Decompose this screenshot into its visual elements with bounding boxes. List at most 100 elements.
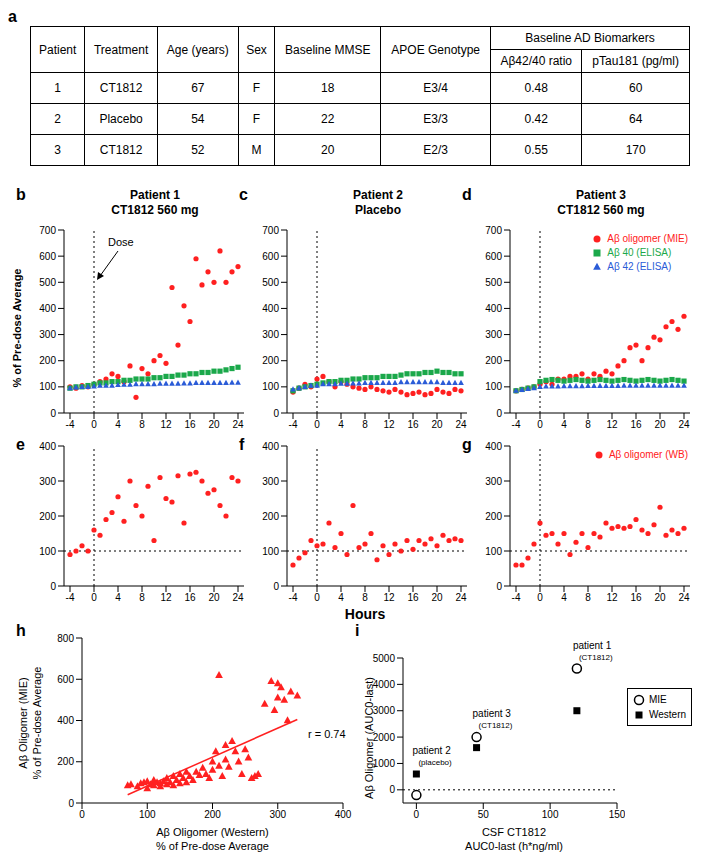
svg-text:0: 0 [91,419,97,430]
svg-text:patient 3: patient 3 [473,708,512,719]
svg-text:600: 600 [57,674,74,685]
svg-text:8: 8 [362,592,368,603]
svg-text:300: 300 [262,329,279,340]
svg-text:4: 4 [561,592,567,603]
svg-text:0: 0 [50,581,56,592]
svg-text:4: 4 [561,419,567,430]
svg-text:-4: -4 [512,592,521,603]
svg-text:0: 0 [496,581,502,592]
svg-text:16: 16 [184,419,196,430]
svg-text:16: 16 [184,592,196,603]
svg-text:200: 200 [485,511,502,522]
svg-text:4: 4 [115,419,121,430]
svg-text:4000: 4000 [373,679,396,690]
svg-text:12: 12 [606,419,618,430]
svg-text:700: 700 [262,225,279,236]
svg-text:100: 100 [485,381,502,392]
svg-text:24: 24 [678,419,690,430]
svg-text:800: 800 [57,633,74,644]
svg-text:200: 200 [485,355,502,366]
svg-text:300: 300 [39,476,56,487]
svg-text:patient 2: patient 2 [412,745,451,756]
svg-text:8: 8 [139,419,145,430]
svg-text:12: 12 [383,419,395,430]
svg-text:100: 100 [262,381,279,392]
svg-text:12: 12 [606,592,618,603]
svg-text:300: 300 [262,476,279,487]
svg-text:24: 24 [455,592,467,603]
svg-text:20: 20 [208,419,220,430]
svg-text:400: 400 [485,303,502,314]
svg-text:400: 400 [485,441,502,452]
svg-text:0: 0 [68,798,74,809]
svg-text:0: 0 [273,408,279,419]
svg-text:700: 700 [39,225,56,236]
svg-text:(CT1812): (CT1812) [579,653,613,662]
svg-text:600: 600 [39,251,56,262]
svg-text:12: 12 [160,592,172,603]
svg-text:0: 0 [414,809,420,820]
svg-text:12: 12 [160,419,172,430]
svg-text:2000: 2000 [373,732,396,743]
svg-text:0: 0 [537,419,543,430]
svg-text:50: 50 [478,809,490,820]
svg-text:1000: 1000 [373,758,396,769]
svg-text:20: 20 [654,592,666,603]
svg-text:4: 4 [338,592,344,603]
svg-text:4: 4 [338,419,344,430]
svg-text:200: 200 [204,809,221,820]
svg-text:patient 1: patient 1 [573,640,612,651]
svg-text:(CT1812): (CT1812) [479,721,513,730]
svg-text:400: 400 [335,809,352,820]
svg-text:400: 400 [262,441,279,452]
svg-text:0: 0 [314,592,320,603]
svg-text:-4: -4 [289,592,298,603]
svg-text:500: 500 [39,277,56,288]
svg-text:700: 700 [485,225,502,236]
svg-text:24: 24 [232,419,244,430]
svg-text:400: 400 [262,303,279,314]
svg-text:16: 16 [630,419,642,430]
svg-text:Dose: Dose [108,236,134,248]
svg-text:16: 16 [630,592,642,603]
svg-text:200: 200 [57,756,74,767]
svg-text:100: 100 [39,381,56,392]
svg-text:16: 16 [407,592,419,603]
svg-text:300: 300 [485,476,502,487]
svg-text:20: 20 [431,592,443,603]
svg-text:8: 8 [139,592,145,603]
svg-text:0: 0 [389,784,395,795]
svg-text:150: 150 [609,809,625,820]
svg-text:600: 600 [262,251,279,262]
svg-text:0: 0 [496,408,502,419]
svg-text:200: 200 [262,511,279,522]
svg-text:24: 24 [678,592,690,603]
svg-text:12: 12 [383,592,395,603]
svg-text:500: 500 [485,277,502,288]
svg-text:100: 100 [39,546,56,557]
svg-text:100: 100 [139,809,156,820]
svg-text:0: 0 [537,592,543,603]
svg-text:100: 100 [542,809,559,820]
svg-text:-4: -4 [66,419,75,430]
svg-text:0: 0 [314,419,320,430]
svg-text:-4: -4 [512,419,521,430]
svg-text:200: 200 [39,355,56,366]
svg-text:4: 4 [115,592,121,603]
svg-text:100: 100 [262,546,279,557]
svg-text:300: 300 [269,809,286,820]
svg-text:0: 0 [79,809,85,820]
svg-text:200: 200 [262,355,279,366]
svg-text:20: 20 [431,419,443,430]
svg-text:24: 24 [455,419,467,430]
svg-text:16: 16 [407,419,419,430]
svg-text:3000: 3000 [373,705,396,716]
svg-text:300: 300 [485,329,502,340]
svg-text:400: 400 [39,303,56,314]
svg-text:0: 0 [91,592,97,603]
svg-text:8: 8 [362,419,368,430]
svg-text:100: 100 [485,546,502,557]
svg-text:8: 8 [585,592,591,603]
svg-text:400: 400 [39,441,56,452]
svg-text:0: 0 [273,581,279,592]
